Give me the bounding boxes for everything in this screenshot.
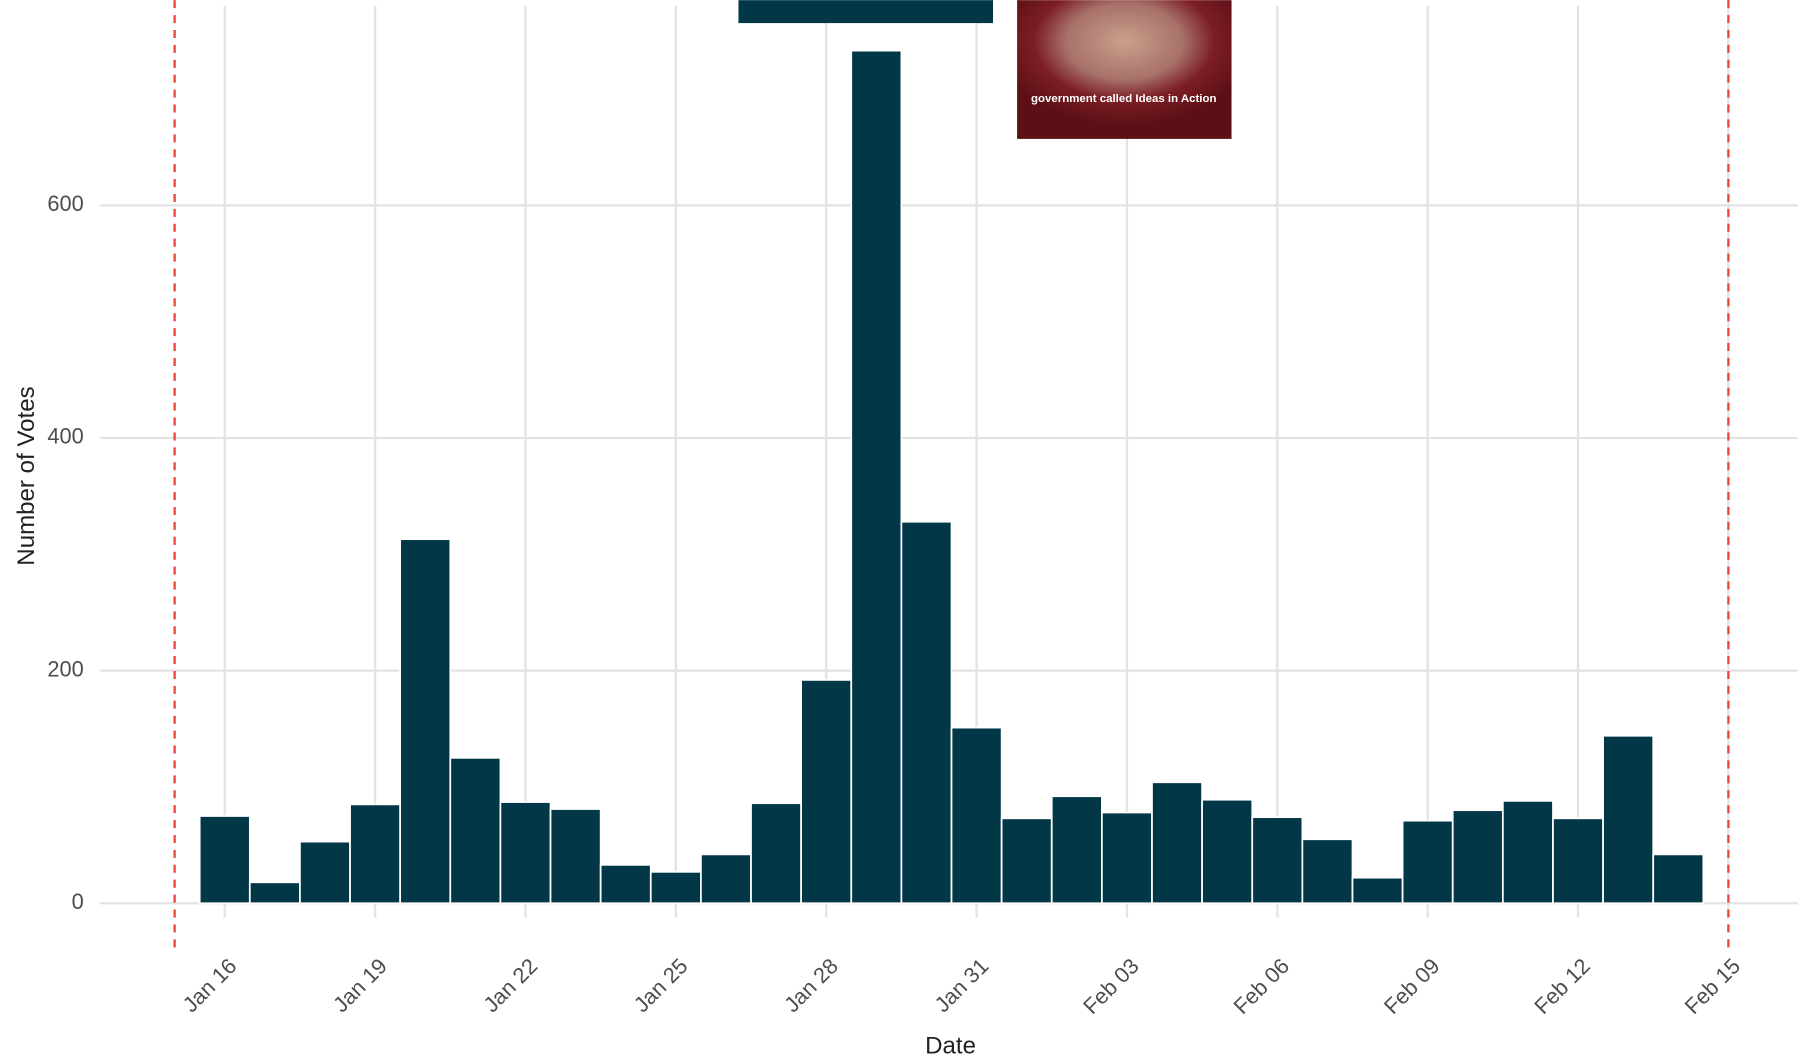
y-tick-label: 600 bbox=[47, 191, 83, 216]
bar bbox=[1252, 817, 1302, 903]
bar bbox=[701, 854, 751, 903]
bar bbox=[250, 882, 300, 903]
overlay-block bbox=[738, 0, 993, 23]
bar bbox=[350, 804, 400, 903]
thumbnail-image bbox=[1017, 0, 1231, 139]
x-tick-label: Feb 03 bbox=[1078, 953, 1144, 1019]
video-caption: government called Ideas in Action bbox=[1031, 93, 1216, 105]
x-axis-title: Date bbox=[925, 1032, 976, 1059]
x-tick-label: Feb 12 bbox=[1529, 953, 1595, 1019]
bar bbox=[1002, 818, 1052, 903]
x-tick-label: Feb 06 bbox=[1228, 953, 1294, 1019]
video-thumbnail[interactable]: government called Ideas in Action bbox=[1017, 0, 1231, 139]
x-tick-label: Jan 28 bbox=[779, 953, 843, 1017]
bar bbox=[851, 51, 901, 904]
bar bbox=[1052, 796, 1102, 903]
bar bbox=[500, 802, 550, 903]
x-tick-label: Feb 15 bbox=[1680, 953, 1746, 1019]
bar bbox=[300, 842, 350, 904]
x-tick-label: Jan 22 bbox=[478, 953, 542, 1017]
x-tick-label: Jan 16 bbox=[178, 953, 242, 1017]
bar bbox=[601, 865, 651, 903]
bar bbox=[450, 758, 500, 903]
bar bbox=[1403, 821, 1453, 904]
bar bbox=[651, 872, 701, 903]
bar bbox=[1603, 736, 1653, 903]
y-tick-label: 400 bbox=[47, 424, 83, 449]
y-tick-label: 200 bbox=[47, 656, 83, 681]
bar bbox=[400, 539, 450, 903]
bar bbox=[1202, 800, 1252, 904]
bar bbox=[801, 680, 851, 903]
chart: 0 200 400 600 Jan 16 Jan 19 Jan 22 Jan 25 Jan 28… bbox=[0, 0, 1798, 1061]
x-tick-label: Jan 25 bbox=[629, 953, 693, 1017]
bar bbox=[1503, 801, 1553, 903]
y-tick-label: 0 bbox=[72, 889, 84, 914]
x-tick-label: Jan 31 bbox=[929, 953, 993, 1017]
bar bbox=[551, 809, 601, 903]
bar bbox=[952, 728, 1002, 904]
y-axis-title: Number of Votes bbox=[13, 386, 40, 565]
bar bbox=[1553, 818, 1603, 903]
bar bbox=[1152, 782, 1202, 903]
bar bbox=[1102, 813, 1152, 904]
bar bbox=[901, 522, 951, 904]
bar bbox=[1352, 878, 1402, 904]
bar bbox=[200, 816, 250, 903]
x-tick-label: Jan 19 bbox=[328, 953, 392, 1017]
bar bbox=[1302, 839, 1352, 903]
x-tick-label: Feb 09 bbox=[1379, 953, 1445, 1019]
bar bbox=[1453, 810, 1503, 903]
bar bbox=[1653, 854, 1703, 903]
bar bbox=[751, 803, 801, 903]
